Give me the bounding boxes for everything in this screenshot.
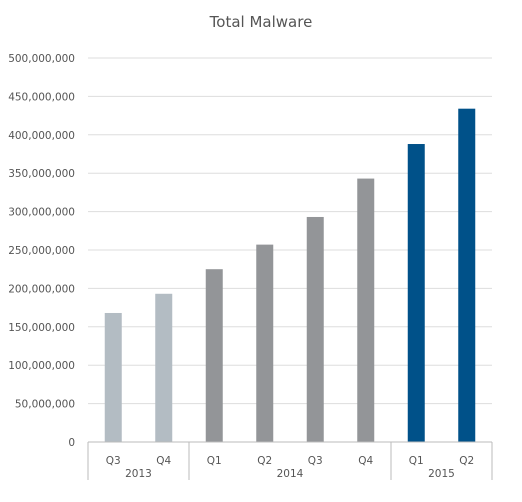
gridlines (88, 57, 492, 443)
y-tick-label: 400,000,000 (8, 130, 75, 142)
y-tick-label: 100,000,000 (8, 360, 75, 372)
bar-3 (205, 269, 223, 442)
bar-5 (306, 216, 324, 442)
x-tick-label: Q3 (106, 455, 121, 467)
x-group-label: 2015 (428, 468, 455, 480)
y-tick-label: 350,000,000 (8, 168, 75, 180)
bar-8 (458, 108, 476, 443)
x-group-label: 2014 (277, 468, 304, 480)
x-tick-label: Q4 (358, 455, 373, 467)
bar-4 (256, 244, 274, 442)
y-tick-label: 250,000,000 (8, 245, 75, 257)
x-tick-label: Q1 (207, 455, 222, 467)
y-tick-label: 500,000,000 (8, 53, 75, 65)
bar-2 (155, 293, 173, 442)
chart-title: Total Malware (209, 13, 313, 31)
y-tick-label: 300,000,000 (8, 207, 75, 219)
bar-1 (104, 312, 122, 442)
x-tick-label: Q2 (459, 455, 474, 467)
y-tick-label: 0 (68, 437, 75, 449)
y-axis-tick-labels: 0 50,000,000 100,000,000 150,000,000 200,000… (8, 53, 75, 449)
x-tick-label: Q1 (409, 455, 424, 467)
y-tick-label: 50,000,000 (15, 399, 75, 411)
y-tick-label: 150,000,000 (8, 322, 75, 334)
x-axis: Q3 Q4 Q1 Q2 Q3 Q4 Q1 Q2 2013 2014 2015 (87, 441, 493, 480)
bars (104, 108, 476, 443)
x-group-label: 2013 (125, 468, 152, 480)
x-tick-label: Q4 (156, 455, 171, 467)
x-tick-label: Q2 (257, 455, 272, 467)
x-tick-label: Q3 (308, 455, 323, 467)
bar-7 (407, 144, 425, 443)
y-tick-label: 200,000,000 (8, 283, 75, 295)
y-tick-label: 450,000,000 (8, 91, 75, 103)
bar-6 (357, 178, 375, 443)
